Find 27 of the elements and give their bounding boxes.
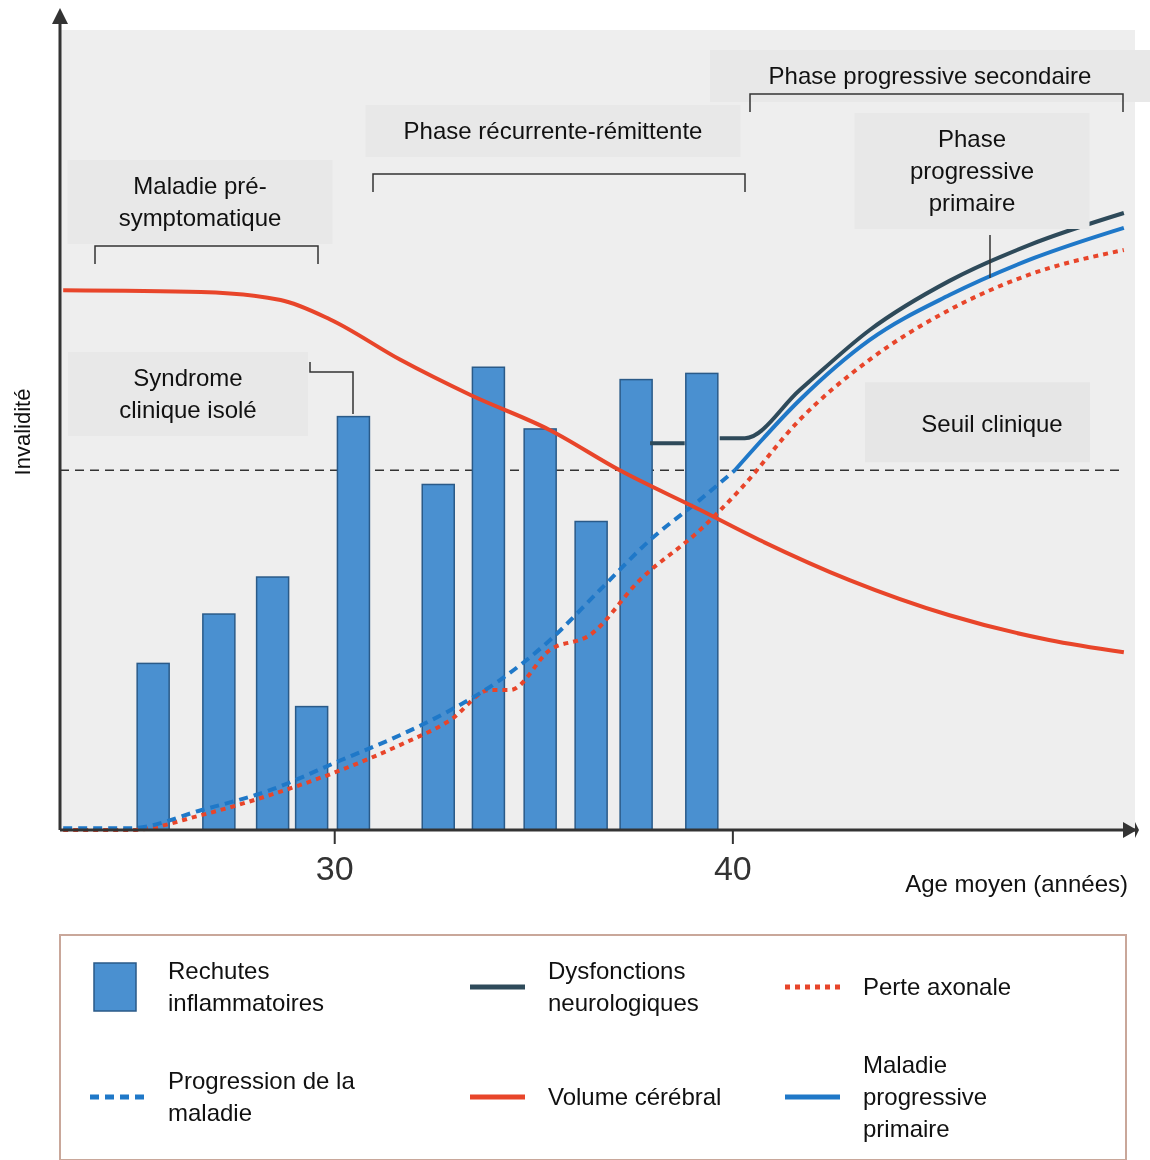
legend-label: Dysfonctions neurologiques	[548, 957, 699, 1016]
bar	[294, 705, 329, 831]
bar	[136, 662, 170, 831]
bar	[574, 520, 608, 831]
legend-label: Rechutes inflammatoires	[168, 957, 325, 1016]
legend-label: Progression de la maladie	[168, 1067, 356, 1126]
bar	[421, 483, 455, 831]
legend-label: Maladie progressive primaire	[863, 1051, 988, 1142]
bar	[336, 415, 371, 831]
text: Phase progressive secondaire	[768, 62, 1092, 89]
legend-label: Perte axonale	[863, 973, 1012, 1000]
bar	[619, 378, 653, 831]
bar	[471, 366, 506, 831]
annotation: Phase progressive primaire	[909, 125, 1035, 216]
bar	[523, 428, 557, 831]
bar	[255, 576, 290, 831]
x-tick-label: 40	[713, 849, 752, 887]
annotation: Syndrome clinique isolé	[119, 364, 257, 423]
y-axis-title: Invalidité	[10, 388, 35, 476]
ref-line-label: Seuil clinique	[921, 410, 1063, 438]
text: Phase récurrente-rémittente	[403, 117, 703, 144]
x-tick-label: 30	[315, 849, 354, 887]
annotation: Maladie pré-symptomatique	[118, 172, 282, 231]
bar	[685, 372, 719, 831]
x-axis-title: Age moyen (années)	[905, 870, 1128, 897]
legend-label: Volume cérébral	[548, 1083, 722, 1110]
bar	[202, 613, 236, 831]
